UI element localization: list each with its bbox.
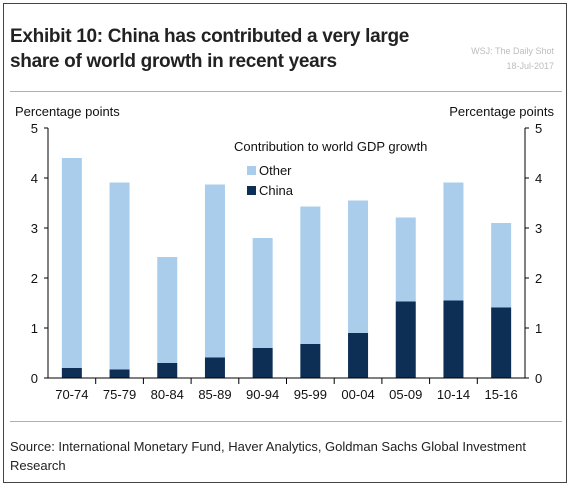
legend-swatch-china [247, 186, 256, 195]
x-tick-label: 10-14 [437, 387, 470, 402]
bar-other-85-89 [204, 184, 225, 358]
legend-label-china: China [259, 183, 294, 198]
bar-china-75-79 [109, 369, 130, 378]
bar-other-80-84 [157, 257, 178, 363]
legend-title: Contribution to world GDP growth [234, 139, 427, 154]
exhibit-title: Exhibit 10: China has contributed a very… [10, 26, 410, 72]
y-tick-label-right: 0 [535, 371, 542, 386]
y-tick-label-left: 0 [31, 371, 38, 386]
bar-other-15-16 [491, 223, 512, 308]
y-tick-label-right: 1 [535, 321, 542, 336]
bar-china-90-94 [252, 348, 273, 378]
bar-china-80-84 [157, 363, 178, 378]
x-tick-label: 05-09 [389, 387, 422, 402]
bar-group [61, 158, 512, 378]
y-axis-label-left: Percentage points [15, 104, 120, 119]
y-tick-label-right: 3 [535, 221, 542, 236]
y-tick-label-left: 3 [31, 221, 38, 236]
bar-other-05-09 [395, 217, 416, 302]
y-axis-label-right: Percentage points [449, 104, 554, 119]
credit-date: 18-Jul-2017 [506, 61, 554, 71]
legend: Contribution to world GDP growth Other Chi… [234, 139, 427, 198]
x-tick-label: 90-94 [246, 387, 279, 402]
credit-source: WSJ: The Daily Shot [471, 46, 554, 56]
legend-label-other: Other [259, 163, 292, 178]
axes-group: 70-74 75-79 80-84 85-89 90-94 95-99 00-04 05-09… [31, 121, 542, 402]
legend-swatch-other [247, 166, 256, 175]
bottom-divider [10, 421, 562, 422]
bar-other-95-99 [300, 206, 321, 344]
bar-other-75-79 [109, 182, 130, 370]
x-tick-label: 15-16 [485, 387, 518, 402]
bar-china-00-04 [348, 333, 369, 378]
y-tick-label-right: 4 [535, 171, 542, 186]
x-tick-label: 95-99 [294, 387, 327, 402]
bar-china-70-74 [61, 368, 82, 378]
bar-other-10-14 [443, 182, 464, 301]
x-tick-label: 70-74 [55, 387, 88, 402]
exhibit-frame [3, 3, 567, 483]
y-tick-label-left: 2 [31, 271, 38, 286]
bar-china-05-09 [395, 301, 416, 378]
bar-china-85-89 [204, 357, 225, 378]
y-tick-label-left: 1 [31, 321, 38, 336]
bar-china-15-16 [491, 307, 512, 378]
y-tick-label-left: 4 [31, 171, 38, 186]
x-tick-label: 00-04 [341, 387, 374, 402]
bar-other-70-74 [61, 158, 82, 368]
y-tick-label-right: 5 [535, 121, 542, 136]
bar-china-95-99 [300, 344, 321, 378]
bar-other-90-94 [252, 238, 273, 348]
credit-block: WSJ: The Daily Shot 18-Jul-2017 [471, 44, 554, 74]
source-note: Source: International Monetary Fund, Hav… [10, 439, 526, 473]
x-tick-label: 85-89 [198, 387, 231, 402]
x-tick-label: 80-84 [151, 387, 184, 402]
y-tick-label-right: 2 [535, 271, 542, 286]
bar-china-10-14 [443, 300, 464, 378]
bar-other-00-04 [348, 200, 369, 333]
top-divider [10, 91, 562, 92]
y-tick-label-left: 5 [31, 121, 38, 136]
x-tick-label: 75-79 [103, 387, 136, 402]
